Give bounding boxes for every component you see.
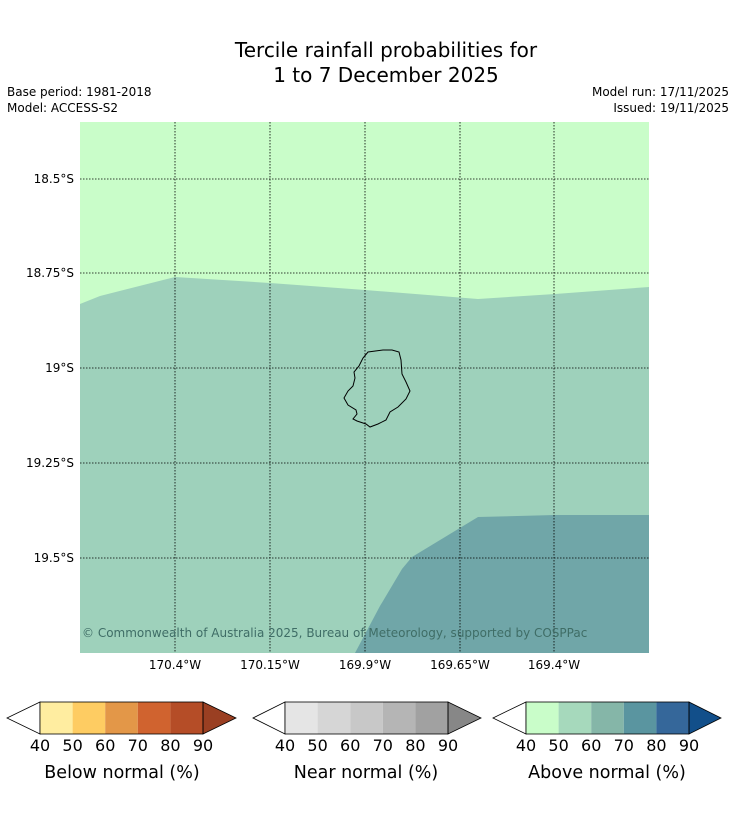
colorbar-below-tick-80: 80 <box>160 736 180 755</box>
colorbar-below-extend-low <box>6 701 41 735</box>
colorbar-near-tick-80: 80 <box>405 736 425 755</box>
colorbar-below-extend-high <box>202 701 237 735</box>
colorbar-above-swatch-70-80 <box>623 702 657 734</box>
lon-label-169-9: 169.9°W <box>339 658 391 672</box>
colorbar-above-tick-60: 60 <box>581 736 601 755</box>
lon-label-170-4: 170.4°W <box>149 658 201 672</box>
title-line-1: Tercile rainfall probabilities for <box>234 38 538 62</box>
colorbar-near-extend-low <box>252 701 286 735</box>
colorbar-above-extend-high <box>688 701 722 735</box>
colorbar-above-normal: 40 50 60 70 80 90 Above normal (%) <box>492 701 722 783</box>
meta-right: Model run: 17/11/2025 Issued: 19/11/2025 <box>592 84 729 116</box>
colorbar-below-swatch-70-80 <box>137 702 171 734</box>
colorbar-above-swatch-50-60 <box>558 702 592 734</box>
colorbar-above-swatch-80-90 <box>656 702 689 734</box>
colorbar-near-tick-70: 70 <box>373 736 393 755</box>
colorbar-below-swatch-40-50 <box>40 702 73 734</box>
gridlines <box>80 122 649 653</box>
lon-label-169-65: 169.65°W <box>430 658 490 672</box>
colorbar-below-tick-50: 50 <box>62 736 82 755</box>
lat-label-19-5: 19.5°S <box>34 551 74 565</box>
colorbar-below-swatch-60-70 <box>105 702 138 734</box>
meta-left: Base period: 1981-2018 Model: ACCESS-S2 <box>7 84 152 116</box>
map-area: © Commonwealth of Australia 2025, Bureau… <box>80 122 649 653</box>
colorbar-near-swatch-40-50 <box>285 702 318 734</box>
lat-label-18-5: 18.5°S <box>34 172 74 186</box>
colorbar-below-swatch-80-90 <box>170 702 203 734</box>
colorbar-below-tick-70: 70 <box>128 736 148 755</box>
colorbar-near-swatch-70-80 <box>382 702 416 734</box>
colorbar-above-outline <box>525 701 690 735</box>
colorbar-above-swatch-60-70 <box>591 702 624 734</box>
colorbar-below-tick-60: 60 <box>95 736 115 755</box>
colorbar-below-tick-40: 40 <box>30 736 50 755</box>
colorbar-below-title: Below normal (%) <box>44 763 199 783</box>
colorbar-above-tick-50: 50 <box>548 736 568 755</box>
lat-label-19: 19°S <box>45 361 74 375</box>
colorbar-near-swatch-80-90 <box>415 702 448 734</box>
colorbar-near-tick-60: 60 <box>340 736 360 755</box>
model-label: Model: ACCESS-S2 <box>7 101 119 115</box>
colorbar-above-extend-low <box>492 701 527 735</box>
colorbar-near-tick-40: 40 <box>275 736 295 755</box>
issued-label: Issued: 19/11/2025 <box>613 101 729 115</box>
colorbar-below-outline <box>39 701 204 735</box>
colorbar-near-outline <box>284 701 449 735</box>
region-above-normal-60-70 <box>355 515 649 653</box>
base-period-label: Base period: 1981-2018 <box>7 85 152 99</box>
colorbar-above-tick-40: 40 <box>516 736 536 755</box>
colorbar-below-normal: 40 50 60 70 80 90 Below normal (%) <box>6 701 237 783</box>
lon-label-169-4: 169.4°W <box>528 658 580 672</box>
lat-labels: 18.5°S 18.75°S 19°S 19.25°S 19.5°S <box>26 172 74 565</box>
model-run-label: Model run: 17/11/2025 <box>591 85 729 99</box>
lat-label-18-75: 18.75°S <box>26 266 74 280</box>
colorbar-near-normal: 40 50 60 70 80 90 Near normal (%) <box>252 701 482 783</box>
lat-label-19-25: 19.25°S <box>26 456 74 470</box>
colorbar-near-swatch-60-70 <box>350 702 383 734</box>
chart-title: Tercile rainfall probabilities for 1 to … <box>0 38 736 88</box>
colorbar-above-tick-70: 70 <box>614 736 634 755</box>
colorbar-near-swatch-50-60 <box>317 702 351 734</box>
colorbar-above-swatch-40-50 <box>526 702 559 734</box>
colorbar-near-tick-90: 90 <box>438 736 458 755</box>
island-coastline <box>343 349 411 428</box>
lon-label-170-15: 170.15°W <box>240 658 300 672</box>
colorbar-below-swatch-50-60 <box>72 702 106 734</box>
copyright-notice: © Commonwealth of Australia 2025, Bureau… <box>82 626 587 640</box>
colorbar-above-tick-90: 90 <box>679 736 699 755</box>
lon-labels: 170.4°W 170.15°W 169.9°W 169.65°W 169.4°… <box>149 658 580 672</box>
colorbar-near-title: Near normal (%) <box>294 763 439 783</box>
title-line-2: 1 to 7 December 2025 <box>273 63 499 87</box>
colorbar-below-tick-90: 90 <box>193 736 213 755</box>
colorbar-above-title: Above normal (%) <box>528 763 686 783</box>
colorbar-near-tick-50: 50 <box>307 736 327 755</box>
colorbar-above-tick-80: 80 <box>646 736 666 755</box>
colorbar-near-extend-high <box>447 701 482 735</box>
